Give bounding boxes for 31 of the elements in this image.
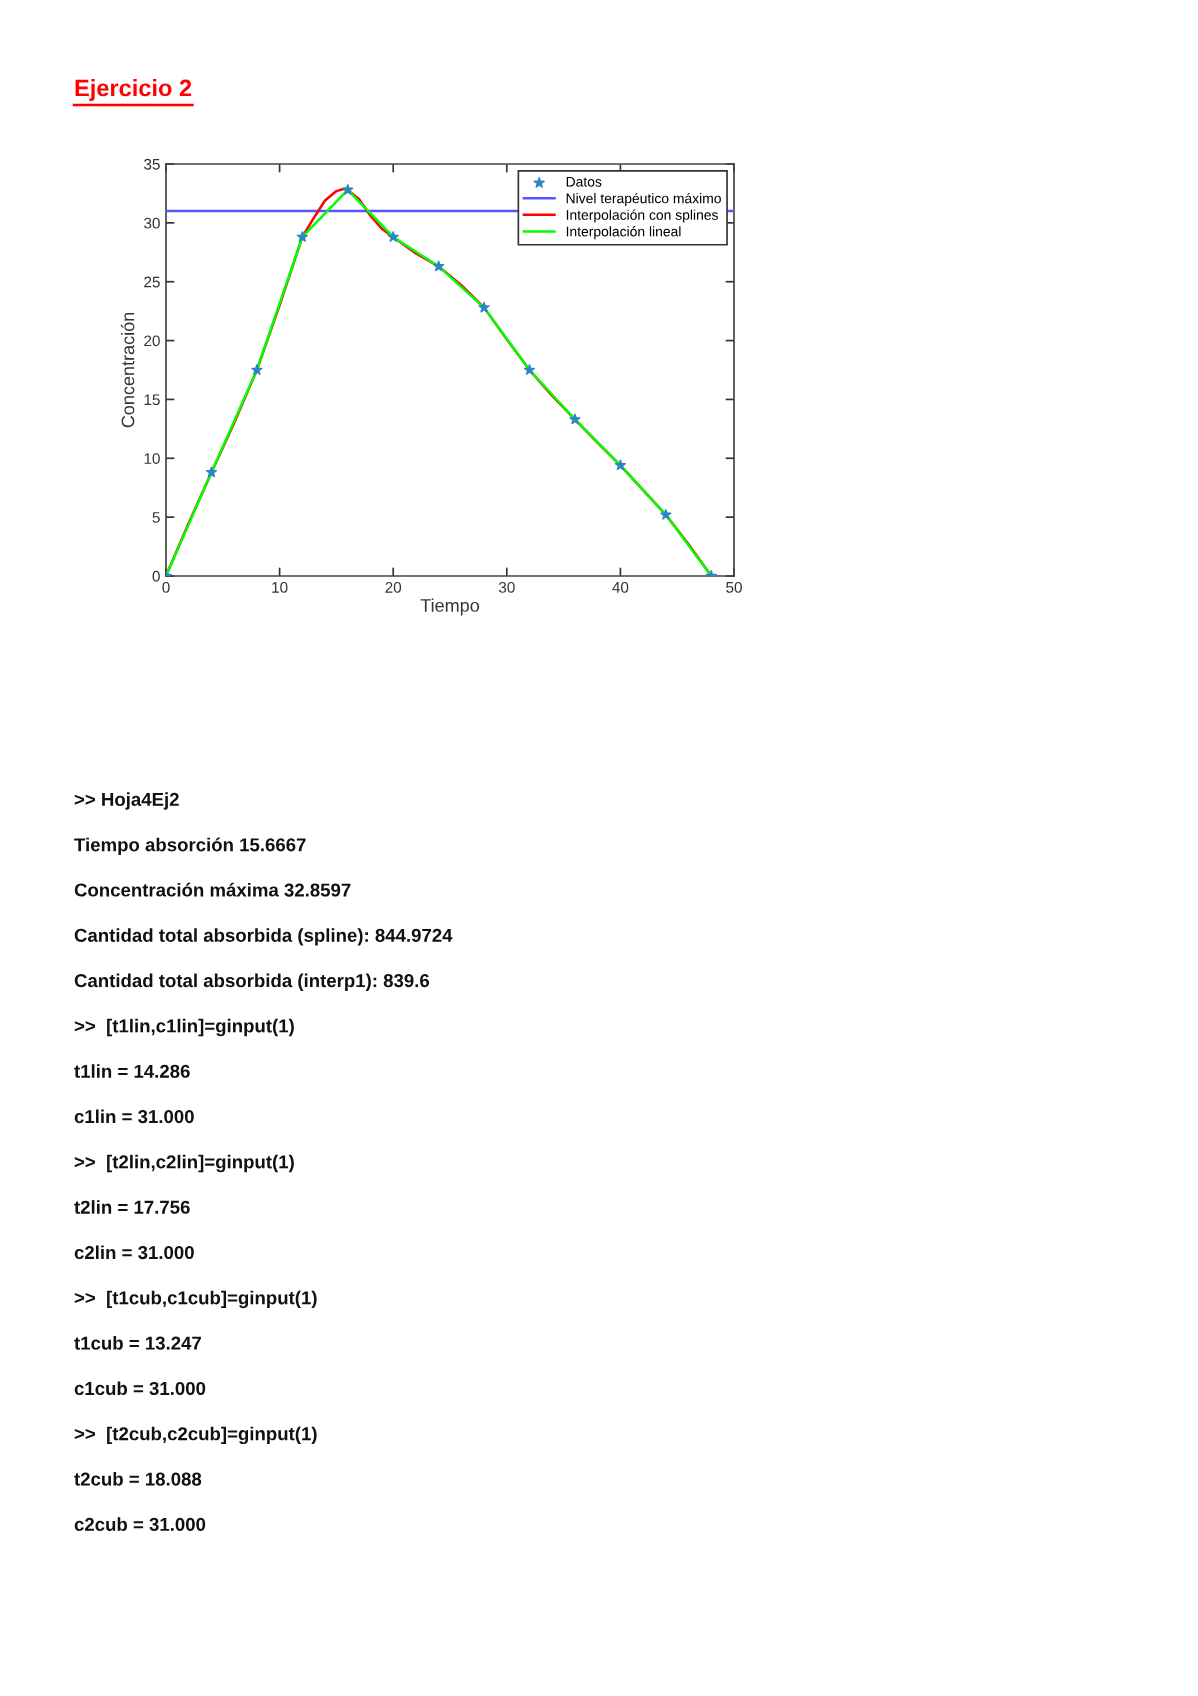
x-axis-title: Tiempo <box>420 598 480 616</box>
text: Tiempo absorción 15.6667 <box>74 837 306 856</box>
text: Cantidad total absorbida (spline): 844.9724 <box>74 928 453 946</box>
text: t2lin = 17.756 <box>74 1200 190 1214</box>
y-axis-title: Concentración <box>120 312 135 428</box>
text: Concentración máxima 32.8597 <box>74 882 351 897</box>
text: c1lin = 31.000 <box>74 1109 194 1124</box>
point <box>478 301 490 313</box>
point <box>614 459 627 471</box>
text: >> [t2lin,c2lin]=ginput(1) <box>74 1154 294 1173</box>
point <box>296 231 308 242</box>
text: >> [t2cub,c2cub]=ginput(1) <box>74 1426 317 1445</box>
text: >> Hoja4Ej2 <box>74 792 179 810</box>
text: t2cub = 18.088 <box>74 1472 202 1486</box>
text: t1cub = 13.247 <box>74 1336 201 1350</box>
point <box>569 413 581 425</box>
point <box>433 260 445 272</box>
point <box>387 231 399 242</box>
text: t1lin = 14.286 <box>74 1064 190 1078</box>
text: c2cub = 31.000 <box>74 1517 206 1532</box>
text: >> [t1cub,c1cub]=ginput(1) <box>74 1290 317 1309</box>
point <box>342 184 354 195</box>
point <box>660 508 672 520</box>
text: c1cub = 31.000 <box>74 1381 206 1396</box>
point <box>205 466 218 478</box>
point <box>251 364 263 375</box>
chart-title: Ejercicio 2 <box>75 79 192 101</box>
text: Cantidad total absorbida (interp1): 839.6 <box>74 973 430 991</box>
text: >> [t1lin,c1lin]=ginput(1) <box>74 1018 294 1037</box>
point <box>523 364 536 375</box>
text: c2lin = 31.000 <box>74 1245 194 1260</box>
